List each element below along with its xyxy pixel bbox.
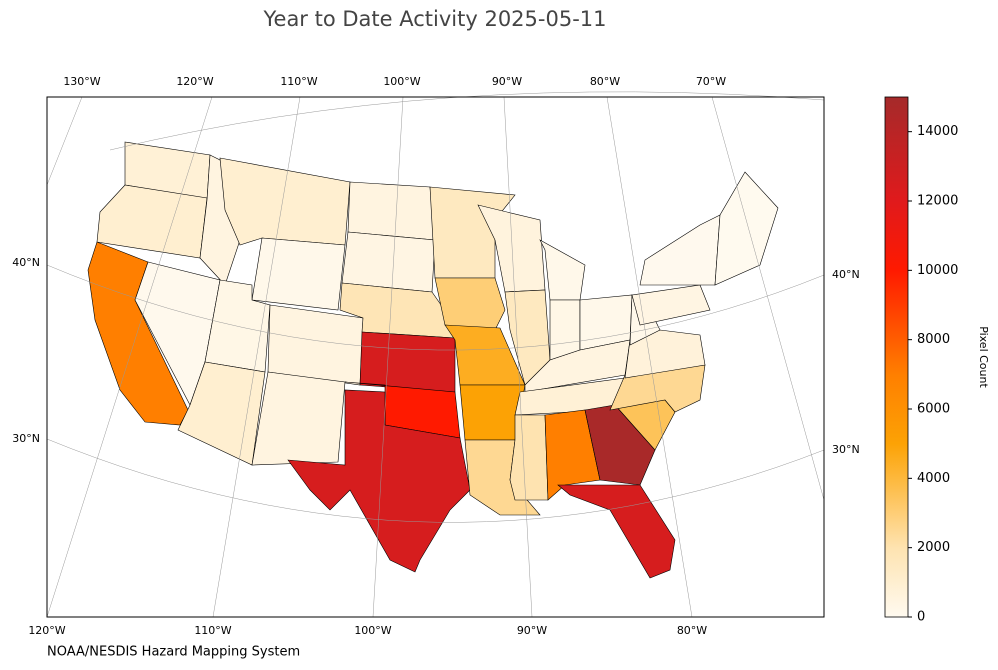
graticule-label: 80°W [590,75,620,88]
region [434,277,506,331]
graticule-label: 120°W [28,624,65,637]
region [584,404,656,486]
graticule-label: 110°W [280,75,317,88]
graticule-label: 90°W [517,624,547,637]
colorbar-tick-label: 0 [917,610,925,625]
region [557,484,676,579]
states [87,141,779,579]
colorbar-tick-label: 6000 [917,402,950,417]
region [287,389,471,573]
region [714,171,779,286]
graticule-label: 110°W [194,624,231,637]
region [549,299,581,361]
graticule-label: 120°W [176,75,213,88]
region [177,361,266,466]
region [544,409,601,501]
colorbar-tick-label: 14000 [917,124,958,139]
graticule [46,91,825,618]
graticule-label: 30°N [832,443,860,456]
map-frame [46,96,825,618]
region [347,181,436,241]
colorbar-label: Pixel Count [977,326,990,388]
graticule-label: 130°W [63,75,100,88]
graticule-label: 100°W [383,75,420,88]
graticule-label: 40°N [12,256,40,269]
colorbar-tick-label: 10000 [917,263,958,278]
colorbar-tick-label: 12000 [917,194,958,209]
region [359,331,456,393]
graticule-label: 30°N [12,432,40,445]
source: NOAA/NESDIS Hazard Mapping System [47,645,300,660]
graticule-label: 70°W [696,75,726,88]
region [251,237,346,311]
region [251,371,346,466]
colorbar-tick-label: 8000 [917,332,950,347]
colorbar-tick-label: 4000 [917,471,950,486]
region [631,284,711,326]
region [267,304,364,386]
colorbar-tick-label: 2000 [917,540,950,555]
graticule-label: 100°W [354,624,391,637]
graticule-label: 90°W [492,75,522,88]
graticule-label: 40°N [832,268,860,281]
region [341,231,436,293]
graticule-label: 80°W [677,624,707,637]
title: Year to Date Activity 2025-05-11 [262,7,606,31]
colorbar [884,96,909,618]
region [96,184,208,259]
region [509,414,549,501]
